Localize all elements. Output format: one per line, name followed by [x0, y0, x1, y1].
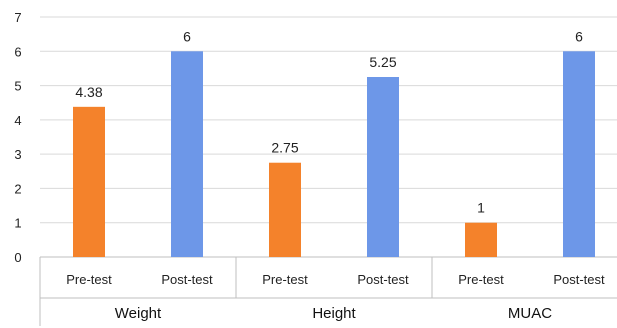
- bar-muac-pre-test: [465, 222, 497, 257]
- group-label: Height: [312, 305, 356, 322]
- gridlines: [40, 16, 617, 258]
- data-labels: 4.38 6 2.75 5.25 1 6: [75, 28, 583, 215]
- y-tick-label: 3: [14, 147, 21, 162]
- x-axis: Pre-test Post-test Weight Pre-test Post-test…: [39, 257, 617, 326]
- category-label: Post-test: [161, 272, 213, 287]
- y-tick-label: 5: [14, 79, 21, 94]
- bars: [73, 51, 595, 258]
- category-label: Pre-test: [458, 272, 504, 287]
- data-label: 6: [183, 28, 191, 44]
- y-axis: 0 1 2 3 4 5 6 7: [14, 10, 21, 265]
- y-tick-label: 6: [14, 44, 21, 59]
- bar-height-pre-test: [269, 162, 301, 257]
- bar-weight-post-test: [171, 51, 203, 258]
- bar-muac-post-test: [563, 51, 595, 258]
- category-label: Pre-test: [262, 272, 308, 287]
- bar-weight-pre-test: [73, 106, 105, 257]
- y-tick-label: 2: [14, 181, 21, 196]
- data-label: 5.25: [369, 54, 396, 70]
- category-label: Post-test: [357, 272, 409, 287]
- category-label: Post-test: [553, 272, 605, 287]
- group-label: MUAC: [508, 305, 552, 322]
- data-label: 6: [575, 28, 583, 44]
- data-label: 2.75: [271, 140, 298, 156]
- y-tick-label: 1: [14, 216, 21, 231]
- y-tick-label: 0: [14, 250, 21, 265]
- category-label: Pre-test: [66, 272, 112, 287]
- data-label: 1: [477, 200, 485, 216]
- y-tick-label: 4: [14, 113, 21, 128]
- y-tick-label: 7: [14, 10, 21, 25]
- bar-height-post-test: [367, 77, 399, 257]
- data-label: 4.38: [75, 84, 102, 100]
- group-label: Weight: [115, 305, 162, 322]
